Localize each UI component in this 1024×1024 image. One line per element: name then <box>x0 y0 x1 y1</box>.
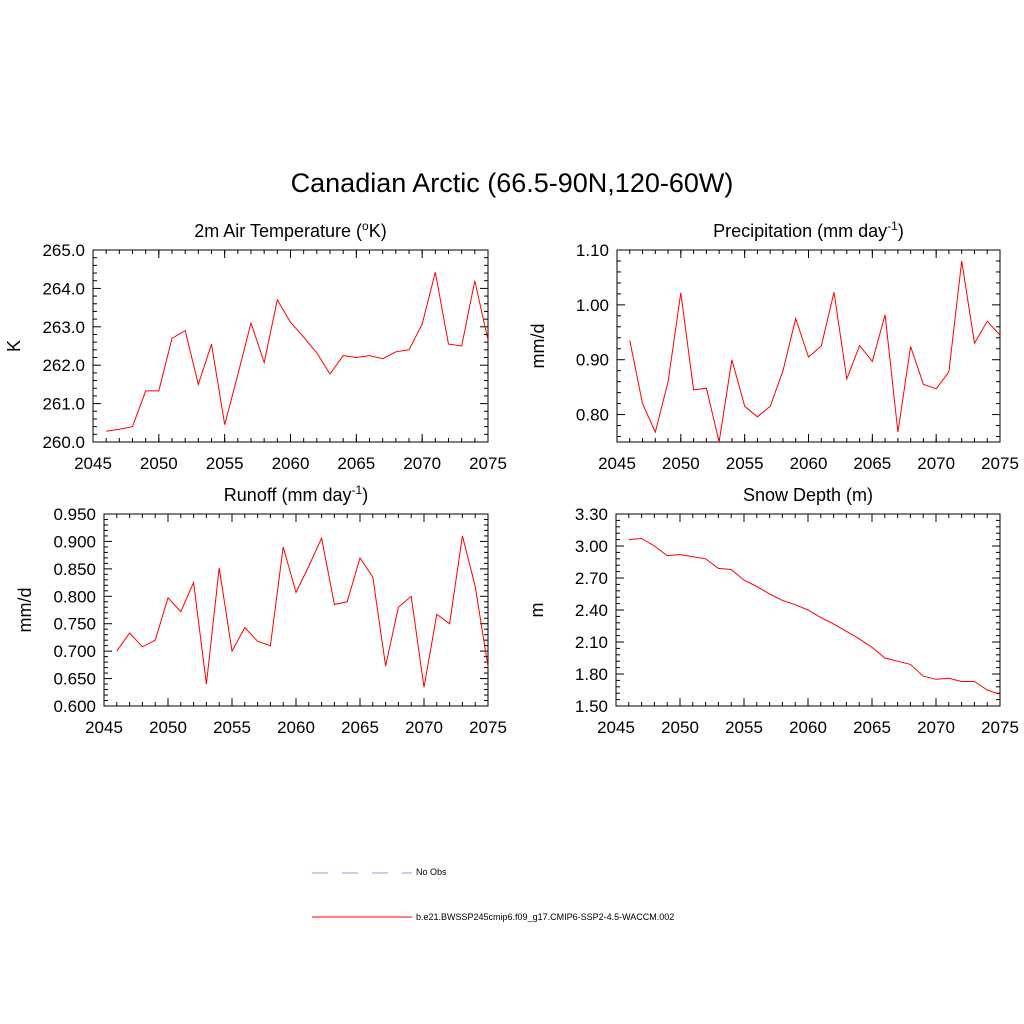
x-tick-label: 2065 <box>337 454 375 473</box>
x-tick-label: 2045 <box>598 454 636 473</box>
y-tick-label: 262.0 <box>42 356 85 375</box>
x-tick-label: 2045 <box>74 454 112 473</box>
panel-title-superscript: -1 <box>352 483 363 497</box>
y-tick-label: 264.0 <box>42 279 85 298</box>
y-tick-label: 0.80 <box>576 406 609 425</box>
y-tick-label: 2.40 <box>575 601 608 620</box>
y-tick-label: 261.0 <box>42 395 85 414</box>
x-tick-label: 2065 <box>853 718 891 737</box>
y-axis-label-runoff: mm/d <box>15 588 35 633</box>
panel-air-temp: 2045 2050 2055 2060 2065 2070 2075 260.0 261.0 26… <box>4 219 507 473</box>
x-tick-label: 2065 <box>853 454 891 473</box>
x-tick-label: 2050 <box>661 718 699 737</box>
x-tick-label: 2065 <box>341 718 379 737</box>
y-tick-label: 0.900 <box>53 532 96 551</box>
y-tick-label: 263.0 <box>42 318 85 337</box>
y-tick-label: 2.70 <box>575 569 608 588</box>
y-tick-label: 265.0 <box>42 241 85 260</box>
x-tick-label: 2075 <box>469 454 507 473</box>
y-tick-label: 0.800 <box>53 587 96 606</box>
y-tick-label: 3.30 <box>575 505 608 524</box>
panel-title-main: Snow Depth (m) <box>743 485 873 505</box>
plot-frame <box>103 513 489 707</box>
x-tick-label: 2060 <box>277 718 315 737</box>
panel-snow-depth: 2045 2050 2055 2060 2065 2070 2075 1.50 1.80 2.10… <box>527 485 1019 737</box>
y-tick-label: 1.80 <box>575 665 608 684</box>
x-tick-label: 2045 <box>85 718 123 737</box>
panel-title-air-temp: 2m Air Temperature (oK) <box>194 219 386 241</box>
y-tick-label: 0.90 <box>576 351 609 370</box>
x-tick-label: 2070 <box>405 718 443 737</box>
x-tick-label: 2070 <box>917 454 955 473</box>
y-axis-label-precip: mm/d <box>528 324 548 369</box>
x-tick-label: 2045 <box>597 718 635 737</box>
x-tick-label: 2050 <box>149 718 187 737</box>
y-tick-label: 1.10 <box>576 241 609 260</box>
panel-title-tail: ) <box>362 485 368 505</box>
panel-title-runoff: Runoff (mm day-1) <box>224 483 368 505</box>
y-tick-label: 0.750 <box>53 615 96 634</box>
panel-title-main: Runoff (mm day <box>224 485 352 505</box>
panel-precip: 2045 2050 2055 2060 2065 2070 2075 0.80 0.90 1.00… <box>528 219 1019 473</box>
y-tick-label: 260.0 <box>42 433 85 452</box>
plot-frame <box>92 249 489 443</box>
panel-title-main: 2m Air Temperature ( <box>194 221 362 241</box>
x-tick-label: 2050 <box>662 454 700 473</box>
figure-title: Canadian Arctic (66.5-90N,120-60W) <box>290 168 734 198</box>
legend <box>312 872 412 918</box>
x-tick-label: 2070 <box>917 718 955 737</box>
y-tick-label: 1.50 <box>575 697 608 716</box>
panel-title-superscript: o <box>362 219 369 233</box>
panel-title-precip: Precipitation (mm day-1) <box>713 219 904 241</box>
x-tick-label: 2050 <box>140 454 178 473</box>
series-line-precip <box>629 260 1001 443</box>
y-tick-label: 3.00 <box>575 537 608 556</box>
y-tick-label: 0.600 <box>53 697 96 716</box>
y-axis-label-air-temp: K <box>4 340 24 352</box>
x-tick-label: 2060 <box>272 454 310 473</box>
panel-title-main: Precipitation (mm day <box>713 221 887 241</box>
y-tick-label: 0.850 <box>53 560 96 579</box>
panel-title-superscript: -1 <box>887 219 898 233</box>
series-line-snow-depth <box>628 537 1001 695</box>
series-line-air-temp <box>106 272 489 432</box>
y-tick-label: 0.700 <box>53 642 96 661</box>
y-tick-label: 1.00 <box>576 296 609 315</box>
x-tick-label: 2055 <box>213 718 251 737</box>
y-tick-label: 2.10 <box>575 633 608 652</box>
panel-title-tail: K) <box>369 221 387 241</box>
panel-title-snow-depth: Snow Depth (m) <box>743 485 873 505</box>
x-tick-label: 2070 <box>403 454 441 473</box>
panel-title-tail: ) <box>898 221 904 241</box>
x-tick-label: 2060 <box>789 718 827 737</box>
plot-frame <box>616 249 1001 443</box>
y-tick-label: 0.950 <box>53 505 96 524</box>
x-tick-label: 2055 <box>726 454 764 473</box>
plot-frame <box>615 513 1001 707</box>
legend-label-no-obs: No Obs <box>416 867 447 877</box>
legend-label-model-run: b.e21.BWSSP245cmip6.f09_g17.CMIP6-SSP2-4… <box>416 912 675 922</box>
x-tick-label: 2055 <box>725 718 763 737</box>
panel-runoff: 2045 2050 2055 2060 2065 2070 2075 0.600 0.650 0.… <box>15 483 507 737</box>
x-tick-label: 2075 <box>981 454 1019 473</box>
y-axis-label-snow-depth: m <box>527 603 547 618</box>
x-tick-label: 2055 <box>206 454 244 473</box>
series-line-runoff <box>116 535 489 688</box>
x-tick-label: 2075 <box>469 718 507 737</box>
y-tick-label: 0.650 <box>53 670 96 689</box>
x-tick-label: 2075 <box>981 718 1019 737</box>
x-tick-label: 2060 <box>790 454 828 473</box>
